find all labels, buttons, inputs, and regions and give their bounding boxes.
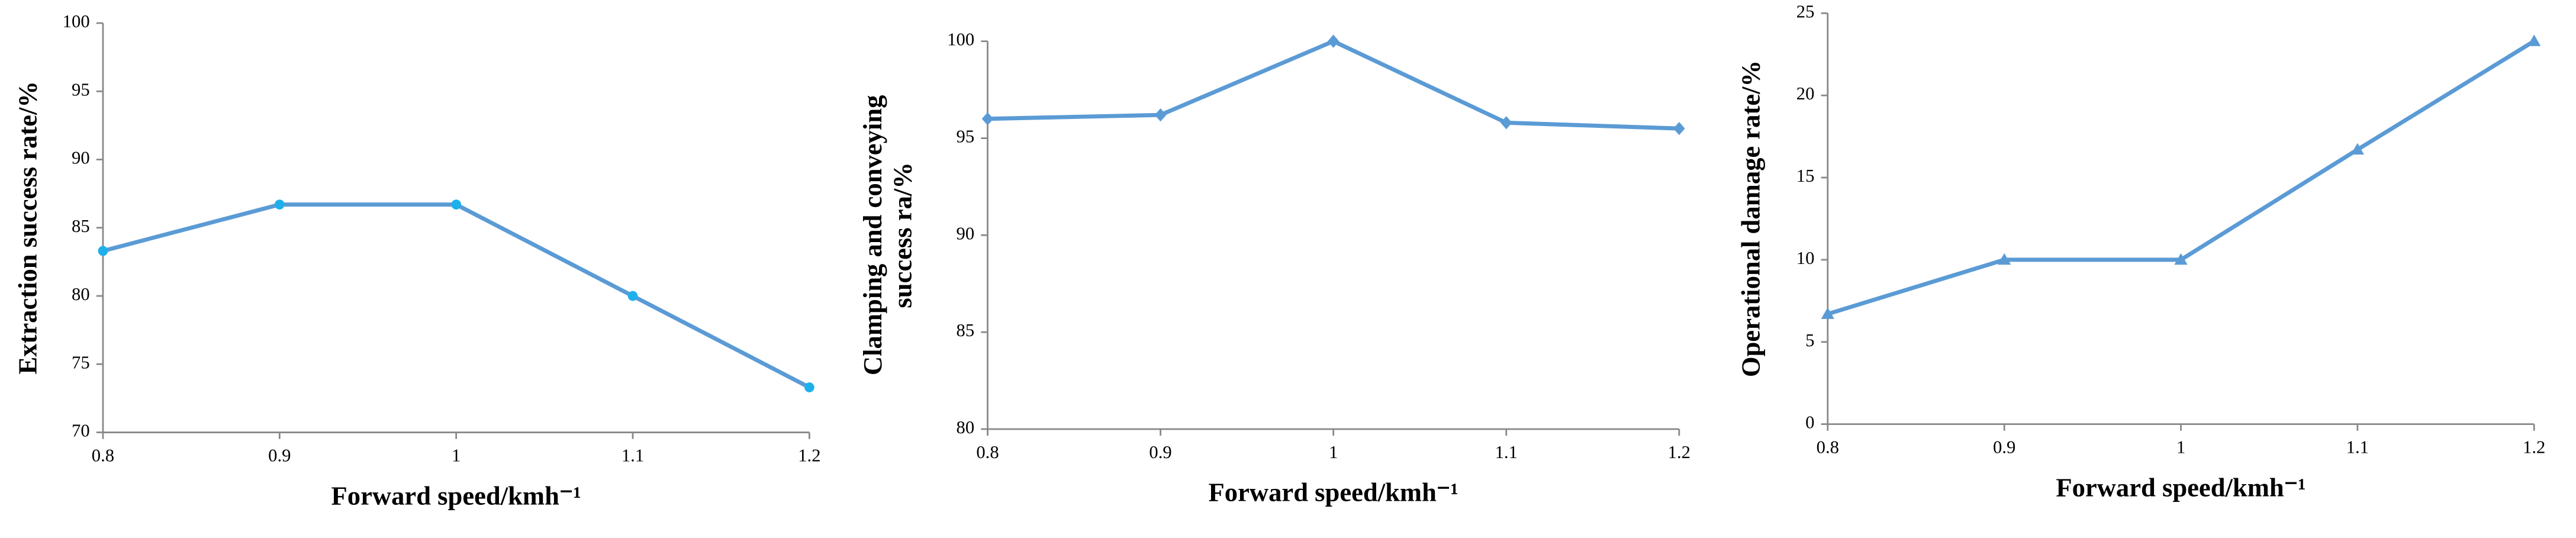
marker — [98, 246, 108, 256]
y-tick-label: 90 — [957, 223, 975, 243]
x-tick-label: 1.2 — [798, 445, 820, 465]
y-tick-label: 95 — [957, 127, 975, 147]
y-axis-label: success ra/% — [887, 162, 917, 308]
x-tick-label: 0.8 — [1817, 437, 1839, 457]
y-tick-label: 15 — [1796, 166, 1815, 186]
y-axis-label: Extraction success rate/% — [13, 81, 43, 375]
marker — [1500, 116, 1512, 130]
x-tick-label: 1 — [2176, 437, 2185, 457]
y-tick-label: 80 — [72, 284, 90, 304]
marker — [1673, 121, 1685, 136]
x-tick-label: 1 — [452, 445, 461, 465]
chart: 70 75 80 85 90 95 100 0.8 0.9 1 1.1 1.2 Forward spee… — [13, 11, 821, 510]
x-tick-label: 1.1 — [1495, 442, 1518, 462]
x-tick-label: 1.1 — [2346, 437, 2369, 457]
x-axis-label: Forward speed/kmh⁻¹ — [1209, 478, 1458, 507]
marker — [1821, 307, 1834, 319]
y-tick-label: 85 — [72, 216, 90, 236]
y-tick-label: 5 — [1805, 330, 1814, 350]
line — [102, 202, 810, 389]
line — [987, 38, 1679, 131]
marker — [981, 112, 994, 125]
marker — [1154, 108, 1167, 122]
x-tick-label: 0.9 — [268, 445, 291, 465]
y-axis-label: Operational damage rate/% — [1736, 60, 1766, 377]
y-tick-label: 100 — [63, 11, 90, 31]
x-tick-label: 0.9 — [1149, 442, 1171, 462]
x-tick-label: 1.1 — [622, 445, 644, 465]
marker — [627, 291, 638, 301]
y-axis-label: Clamping and conveying — [858, 95, 887, 375]
marker — [1327, 34, 1339, 48]
x-tick-label: 1 — [1329, 442, 1338, 462]
y-tick-label: 80 — [957, 417, 975, 437]
chart: 80 85 90 95 100 0.8 0.9 1 1.1 1.2 Forward speed/km… — [858, 30, 1690, 507]
chart: 0 5 10 15 20 25 0.8 0.9 1 1.1 1.2 Forward speed/kmh… — [1736, 1, 2546, 502]
y-tick-label: 70 — [72, 421, 90, 441]
marker — [2527, 34, 2541, 46]
x-tick-label: 0.9 — [1993, 437, 2015, 457]
marker — [1997, 253, 2011, 265]
y-tick-label: 95 — [72, 79, 90, 99]
y-tick-label: 85 — [957, 320, 975, 340]
y-tick-label: 0 — [1805, 413, 1814, 433]
x-tick-label: 1.2 — [1668, 442, 1690, 462]
line — [1827, 39, 2536, 316]
x-axis-label: Forward speed/kmh⁻¹ — [2056, 472, 2305, 502]
y-tick-label: 100 — [947, 30, 974, 50]
x-tick-label: 0.8 — [976, 442, 999, 462]
x-tick-label: 0.8 — [92, 445, 114, 465]
marker — [2174, 253, 2188, 265]
marker — [274, 199, 285, 210]
y-tick-label: 90 — [72, 148, 90, 168]
y-tick-label: 25 — [1796, 1, 1815, 21]
marker — [2350, 143, 2364, 155]
marker — [451, 199, 462, 210]
y-tick-label: 75 — [72, 352, 90, 372]
y-tick-label: 20 — [1796, 83, 1815, 104]
x-tick-label: 1.2 — [2523, 437, 2545, 457]
x-axis-label: Forward speed/kmh⁻¹ — [331, 481, 581, 510]
marker — [804, 382, 814, 392]
y-tick-label: 10 — [1796, 248, 1815, 268]
